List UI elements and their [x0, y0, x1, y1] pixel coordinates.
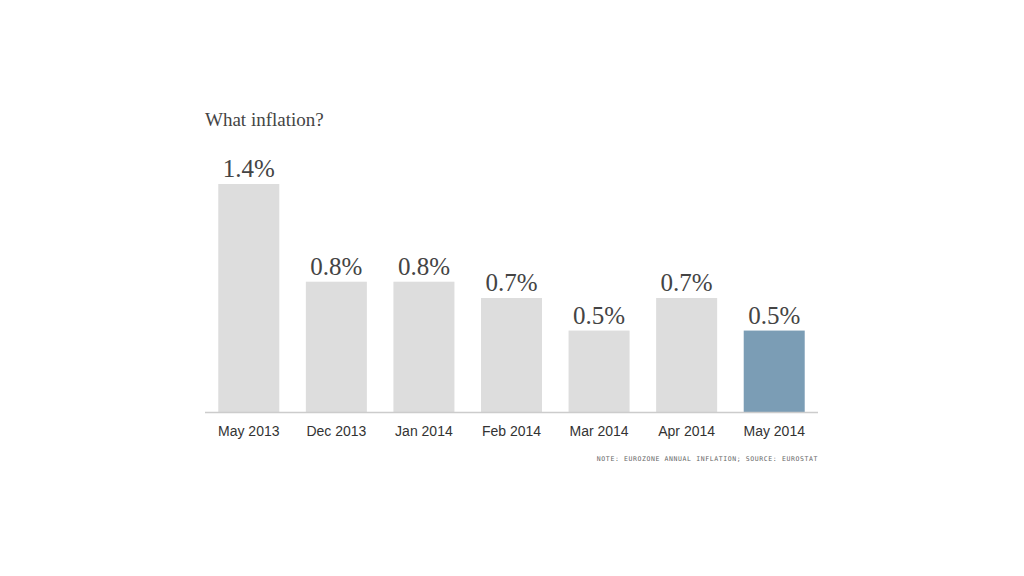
category-label: May 2014	[743, 423, 805, 439]
bar	[306, 282, 367, 412]
data-label: 0.5%	[573, 302, 625, 329]
bar	[481, 298, 542, 412]
category-label: Jan 2014	[395, 423, 453, 439]
chart-svg: What inflation? 1.4% May 2013 0.8% Dec 2013 0…	[0, 0, 1024, 576]
category-label: Dec 2013	[306, 423, 366, 439]
bar	[569, 331, 630, 412]
chart-container: What inflation? 1.4% May 2013 0.8% Dec 2013 0…	[0, 0, 1024, 576]
data-label: 0.7%	[485, 269, 537, 296]
title: What inflation?	[205, 109, 324, 130]
category-label: Feb 2014	[482, 423, 541, 439]
note: NOTE: EUROZONE ANNUAL INFLATION; SOURCE:…	[597, 455, 818, 463]
category-label: May 2013	[218, 423, 280, 439]
bar	[656, 298, 717, 412]
bars	[218, 184, 804, 412]
x-axis	[205, 412, 818, 414]
labels: 1.4% May 2013 0.8% Dec 2013 0.8% Jan 2014 0.7%…	[218, 155, 805, 439]
bar	[393, 282, 454, 412]
category-label: Apr 2014	[658, 423, 715, 439]
category-label: Mar 2014	[569, 423, 628, 439]
bar	[744, 331, 805, 412]
data-label: 0.7%	[661, 269, 713, 296]
data-label: 0.5%	[748, 302, 800, 329]
data-label: 0.8%	[398, 253, 450, 280]
data-label: 1.4%	[223, 155, 275, 182]
bar	[218, 184, 279, 412]
data-label: 0.8%	[310, 253, 362, 280]
